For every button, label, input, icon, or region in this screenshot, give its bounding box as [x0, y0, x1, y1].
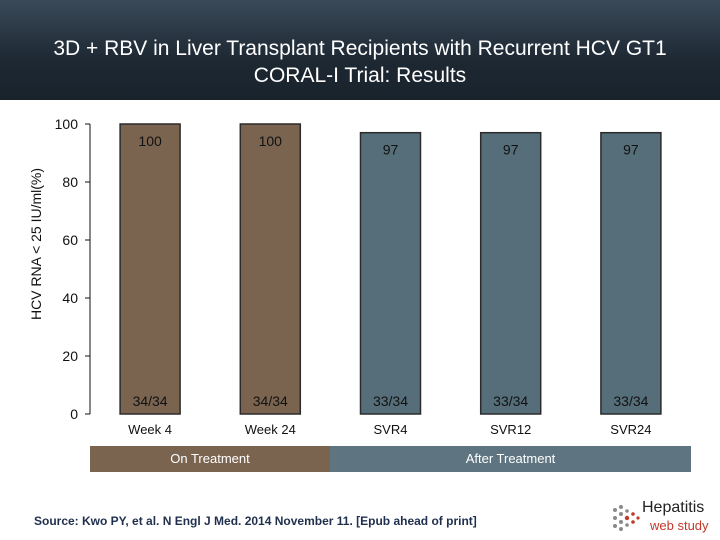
y-tick-label: 100	[55, 116, 79, 132]
group-band-on-treatment: On Treatment	[90, 446, 330, 472]
bar-value-label: 97	[503, 142, 519, 158]
source-citation: Source: Kwo PY, et al. N Engl J Med. 201…	[34, 514, 477, 528]
x-category-label: SVR24	[610, 422, 651, 437]
y-tick-label: 80	[62, 174, 78, 190]
x-category-label: SVR12	[490, 422, 531, 437]
hepatitis-logo: Hepatitis web study	[609, 498, 717, 536]
bar-value-label: 97	[623, 142, 639, 158]
x-category-label: Week 4	[128, 422, 172, 437]
group-band-after-treatment: After Treatment	[330, 446, 691, 472]
logo-text-web-study: web study	[650, 518, 709, 533]
bar	[359, 131, 422, 415]
bar-value-label: 97	[383, 142, 399, 158]
title-band: 3D + RBV in Liver Transplant Recipients …	[0, 0, 720, 100]
bar-fraction-label: 33/34	[493, 393, 528, 409]
y-tick-label: 0	[70, 406, 78, 422]
y-tick-label: 40	[62, 290, 78, 306]
logo-text-hepatitis: Hepatitis	[642, 499, 705, 516]
x-category-label: SVR4	[374, 422, 408, 437]
x-category-label: Week 24	[245, 422, 296, 437]
bar-fraction-label: 33/34	[373, 393, 408, 409]
bar	[239, 123, 302, 415]
bar-fraction-label: 33/34	[613, 393, 648, 409]
bar-fraction-label: 34/34	[133, 393, 168, 409]
slide-subtitle: CORAL-I Trial: Results	[253, 64, 467, 87]
slide-title: 3D + RBV in Liver Transplant Recipients …	[53, 37, 667, 60]
logo-mark-icon	[613, 505, 640, 531]
bar-value-label: 100	[138, 133, 162, 149]
bar	[600, 131, 662, 415]
y-tick-label: 20	[62, 348, 78, 364]
y-tick-label: 60	[62, 232, 78, 248]
bar	[479, 131, 542, 415]
bar-fraction-label: 34/34	[253, 393, 288, 409]
bar	[119, 123, 181, 415]
bar-value-label: 100	[259, 133, 283, 149]
